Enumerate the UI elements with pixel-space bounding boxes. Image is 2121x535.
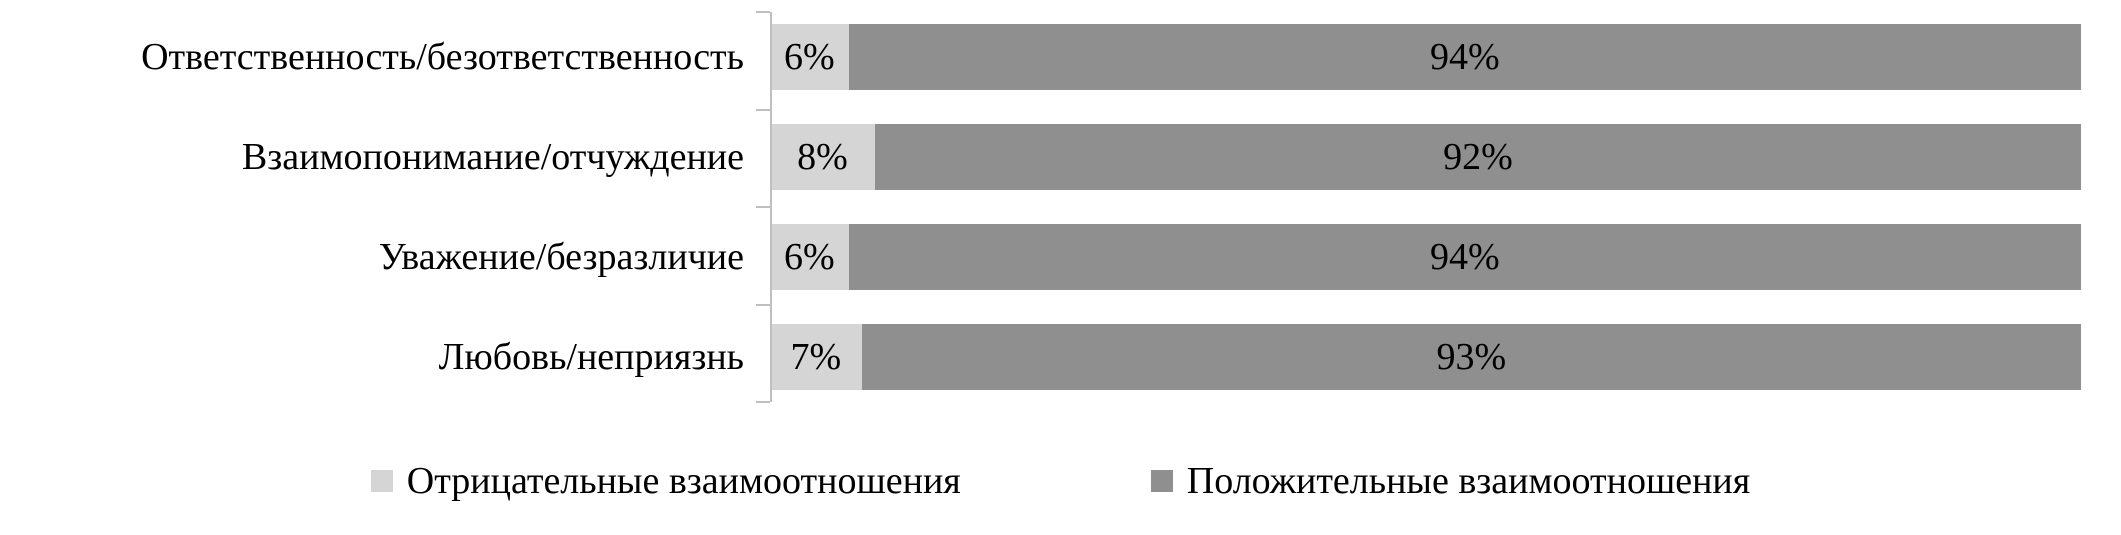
- negative-segment: 6%: [770, 224, 849, 290]
- bar-track: 6% 94%: [770, 224, 2081, 290]
- positive-segment: 94%: [848, 24, 2081, 90]
- category-label: Ответственность/безответственность: [141, 36, 744, 78]
- value-label: 6%: [784, 36, 835, 78]
- axis-tick: [756, 401, 770, 403]
- axis-tick: [756, 108, 770, 111]
- chart-row: Ответственность/безответственность 6% 94%: [0, 24, 2081, 90]
- axis-tick: [756, 303, 770, 306]
- chart-plot-area: Ответственность/безответственность 6% 94% В…: [0, 11, 2121, 403]
- legend-label: Положительные взаимоотношения: [1186, 460, 1751, 502]
- positive-segment: 93%: [861, 324, 2081, 390]
- legend-label: Отрицательные взаимоотношения: [406, 460, 961, 502]
- value-label: 6%: [784, 236, 835, 278]
- bar-track: 6% 94%: [770, 24, 2081, 90]
- chart-row: Уважение/безразличие 6% 94%: [0, 224, 2081, 290]
- bar-track: 7% 93%: [770, 324, 2081, 390]
- positive-segment: 94%: [848, 224, 2081, 290]
- negative-segment: 6%: [770, 24, 849, 90]
- bar-track: 8% 92%: [770, 124, 2081, 190]
- value-label: 94%: [1429, 36, 1500, 78]
- axis-tick: [756, 206, 770, 208]
- chart-row: Любовь/неприязнь 7% 93%: [0, 324, 2081, 390]
- value-label: 92%: [1443, 136, 1513, 178]
- value-label: 94%: [1429, 236, 1500, 278]
- legend-item: Отрицательные взаимоотношения: [370, 460, 961, 502]
- negative-segment: 8%: [770, 124, 875, 190]
- legend-swatch: [370, 470, 393, 492]
- category-label: Уважение/безразличие: [378, 236, 744, 278]
- legend-swatch: [1150, 470, 1173, 492]
- value-label: 7%: [790, 336, 842, 378]
- value-label: 93%: [1436, 336, 1507, 378]
- category-label: Любовь/неприязнь: [438, 336, 744, 378]
- positive-segment: 92%: [874, 124, 2081, 190]
- chart-row: Взаимопонимание/отчуждение 8% 92%: [0, 124, 2081, 190]
- axis-tick: [756, 11, 770, 13]
- value-label: 8%: [797, 136, 848, 178]
- category-label: Взаимопонимание/отчуждение: [241, 136, 744, 178]
- negative-segment: 7%: [770, 324, 862, 390]
- legend-item: Положительные взаимоотношения: [1150, 460, 1751, 502]
- category-axis-line: [756, 11, 772, 403]
- chart-legend: Отрицательные взаимоотношения Положительн…: [0, 462, 2121, 500]
